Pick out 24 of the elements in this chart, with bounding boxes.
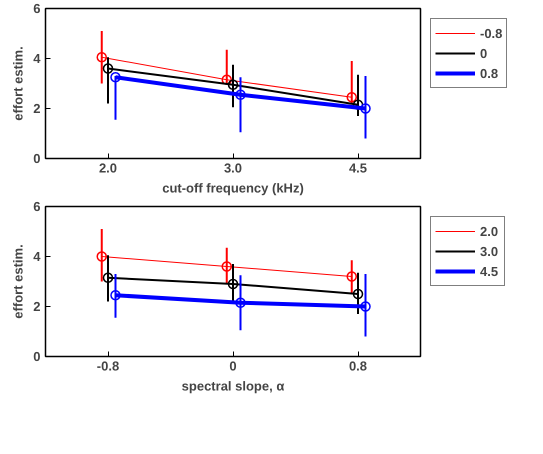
x-tick-label: 2.0	[98, 160, 118, 176]
y-tick-label: 6	[33, 1, 41, 16]
y-axis-title: effort estim.	[10, 46, 26, 121]
legend-label: 4.5	[480, 264, 500, 278]
y-tick-label: 4	[33, 51, 42, 66]
x-axis-title: cut-off frequency (kHz)	[162, 180, 304, 196]
y-tick-label: 6	[33, 199, 41, 214]
x-tick-label: 0	[229, 358, 237, 374]
y-tick-label: 2	[33, 299, 41, 314]
y-tick-label: 4	[33, 249, 42, 264]
legend-label: 3.0	[480, 244, 500, 258]
y-tick-label: 0	[33, 151, 41, 166]
x-tick-label: 0.8	[348, 358, 368, 374]
x-tick-label: 4.5	[348, 160, 368, 176]
y-tick-label: 0	[33, 349, 41, 364]
legend-label: 0	[480, 46, 488, 60]
x-tick-label: 3.0	[224, 160, 242, 176]
legend-label: 2.0	[480, 224, 500, 238]
legend-label: 0.8	[480, 66, 500, 80]
x-axis-title: spectral slope, α	[182, 378, 284, 394]
legend-label: -0.8	[480, 26, 502, 40]
y-axis-title: effort estim.	[10, 244, 26, 319]
y-tick-label: 2	[33, 101, 41, 116]
x-tick-label: -0.8	[96, 358, 120, 374]
